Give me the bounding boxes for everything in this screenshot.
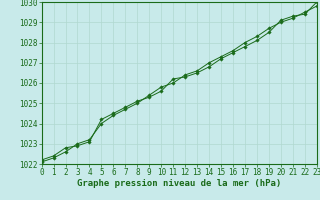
X-axis label: Graphe pression niveau de la mer (hPa): Graphe pression niveau de la mer (hPa)	[77, 179, 281, 188]
